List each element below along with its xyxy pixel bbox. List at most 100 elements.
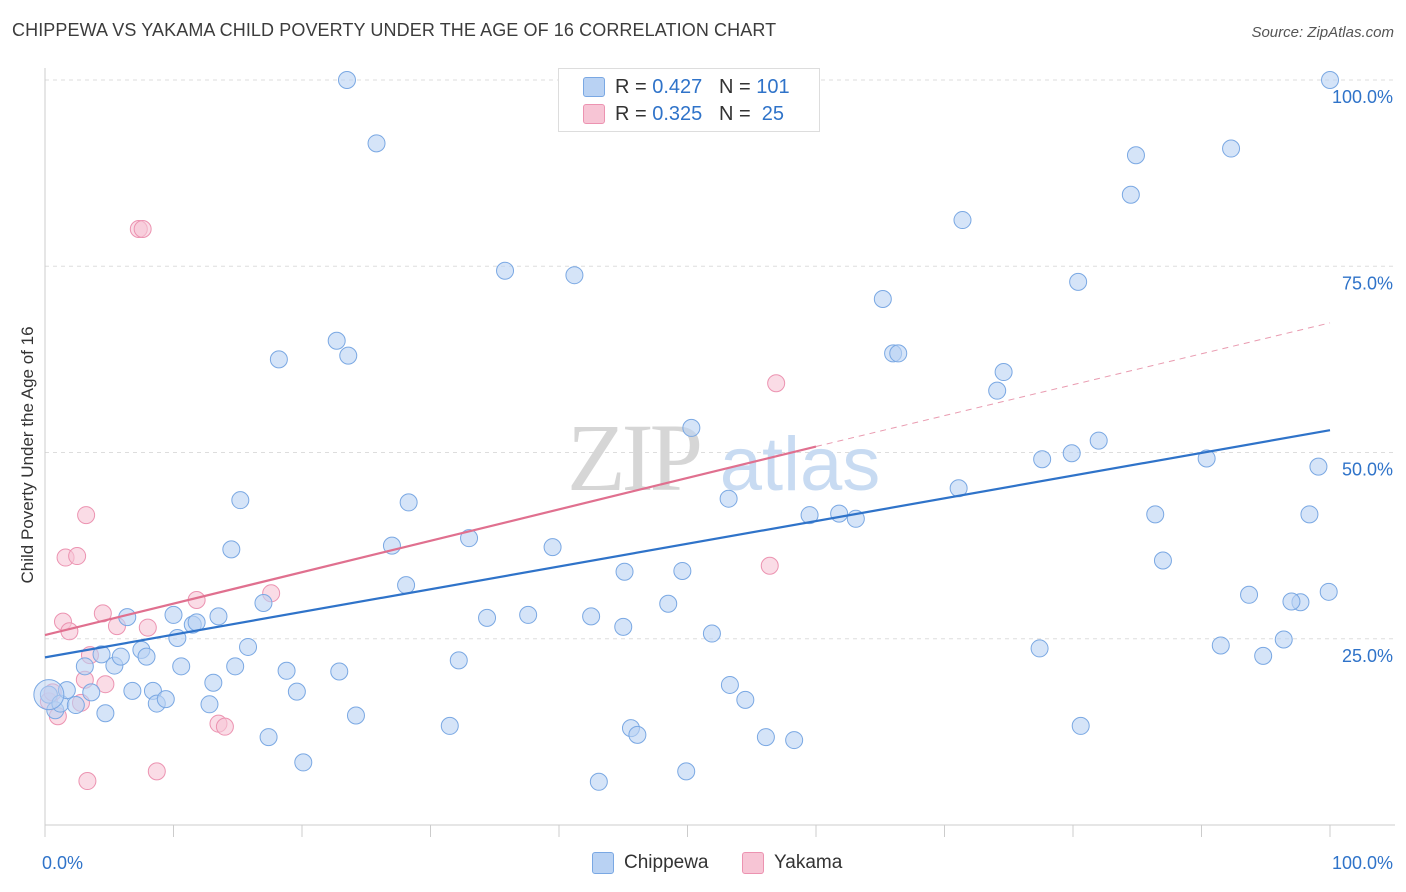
yakama-n-label: N = — [718, 102, 757, 125]
x-tick-label: 100.0% — [1332, 853, 1393, 873]
y-tick-label: 25.0% — [1342, 646, 1393, 666]
chippewa-point — [1153, 551, 1172, 570]
chippewa-point — [1030, 639, 1049, 658]
chippewa-point — [615, 562, 634, 581]
chippewa-point — [254, 593, 273, 612]
chippewa-point — [1254, 646, 1273, 665]
chippewa-point — [1069, 272, 1088, 291]
chippewa-trend-line — [44, 429, 1331, 659]
chippewa-point — [478, 608, 497, 627]
y-tick-label: 75.0% — [1342, 273, 1393, 293]
chippewa-point — [204, 673, 223, 692]
chippewa-point — [96, 704, 115, 723]
chippewa-point — [496, 261, 515, 280]
chippewa-point — [1211, 636, 1230, 655]
chippewa-point — [1222, 139, 1241, 158]
legend-item-yakama[interactable]: Yakama — [742, 852, 842, 874]
series-legend: Chippewa Yakama — [0, 852, 1406, 878]
yakama-point — [77, 506, 96, 525]
source-label: Source: ZipAtlas.com — [1251, 24, 1394, 41]
stats-legend: R = 0.427 N = 101 R = 0.325 N = 25 — [558, 68, 820, 132]
chippewa-point — [209, 607, 228, 626]
chippewa-r-value: 0.427 — [652, 75, 703, 98]
chippewa-point — [339, 346, 358, 365]
chippewa-n-value: 101 — [756, 75, 790, 98]
chippewa-point — [1197, 449, 1216, 468]
chippewa-points — [33, 71, 1339, 791]
chippewa-point — [1321, 71, 1339, 89]
chippewa-legend-label: Chippewa — [624, 852, 709, 873]
yakama-legend-swatch — [742, 852, 764, 874]
chippewa-point — [719, 489, 738, 508]
chippewa-point — [200, 695, 219, 714]
chippewa-point — [226, 657, 245, 676]
chippewa-point — [702, 624, 721, 643]
chippewa-point — [287, 682, 306, 701]
chippewa-point — [1240, 585, 1259, 604]
chippewa-point — [327, 331, 346, 350]
chart-title: CHIPPEWA VS YAKAMA CHILD POVERTY UNDER T… — [12, 20, 777, 40]
chippewa-cluster-point — [33, 679, 65, 711]
chippewa-n-label: N = — [718, 75, 757, 98]
chippewa-point — [346, 706, 365, 725]
chippewa-point — [231, 491, 250, 510]
chippewa-point — [565, 266, 584, 285]
chippewa-point — [1121, 185, 1140, 204]
chippewa-point — [367, 134, 386, 153]
yakama-point — [138, 618, 157, 637]
chippewa-point — [1126, 146, 1145, 165]
yakama-point — [147, 762, 166, 781]
chippewa-point — [994, 363, 1013, 382]
chippewa-point — [1300, 505, 1319, 524]
chippewa-point — [1033, 450, 1052, 469]
chippewa-point — [830, 504, 849, 523]
yakama-point — [78, 772, 97, 791]
yakama-trend-extension — [815, 322, 1331, 448]
chippewa-point — [736, 690, 755, 709]
trend-lines — [44, 322, 1331, 659]
chippewa-point — [337, 71, 356, 89]
chippewa-point — [614, 617, 633, 636]
chippewa-point — [582, 607, 601, 626]
chippewa-point — [259, 728, 278, 747]
chippewa-point — [1309, 457, 1328, 476]
chippewa-point — [399, 493, 418, 512]
chippewa-point — [1282, 592, 1301, 611]
x-tick-label: 0.0% — [42, 853, 83, 873]
chippewa-point — [460, 529, 479, 548]
yakama-point — [760, 556, 779, 575]
chippewa-point — [164, 605, 183, 624]
chippewa-point — [756, 728, 775, 747]
chippewa-point — [239, 637, 258, 656]
chippewa-point — [720, 675, 739, 694]
yakama-point — [68, 547, 87, 566]
chippewa-point — [111, 647, 130, 666]
chippewa-point — [519, 605, 538, 624]
chippewa-point — [659, 594, 678, 613]
watermark-zip: ZIP — [567, 404, 700, 511]
chippewa-point — [1089, 431, 1108, 450]
chippewa-point — [1319, 582, 1338, 601]
y-tick-label: 100.0% — [1332, 87, 1393, 107]
chippewa-point — [589, 772, 608, 791]
y-tick-label: 50.0% — [1342, 460, 1393, 480]
yakama-r-label: R = — [615, 102, 653, 125]
chippewa-point — [1274, 630, 1293, 649]
chippewa-point — [172, 657, 191, 676]
chippewa-point — [785, 731, 804, 750]
chippewa-point — [440, 716, 459, 735]
chippewa-point — [187, 613, 206, 632]
chippewa-point — [294, 753, 313, 772]
chippewa-point — [889, 344, 908, 363]
legend-item-chippewa[interactable]: Chippewa — [592, 852, 709, 874]
yakama-point — [215, 717, 234, 736]
chippewa-r-label: R = — [615, 75, 653, 98]
chippewa-point — [82, 683, 101, 702]
chippewa-point — [1062, 444, 1081, 463]
yakama-point — [133, 220, 152, 238]
chippewa-point — [156, 690, 175, 709]
chippewa-point — [66, 696, 85, 715]
chippewa-point — [449, 651, 468, 670]
chippewa-point — [397, 576, 416, 595]
